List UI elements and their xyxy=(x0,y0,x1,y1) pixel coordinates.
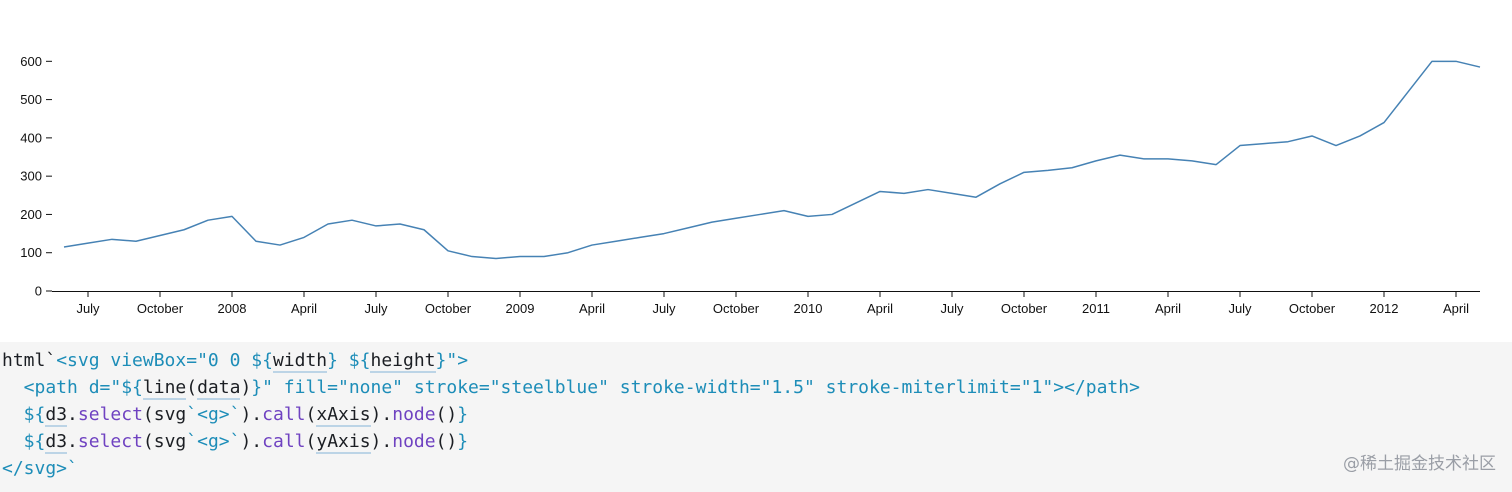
code-token: ${ xyxy=(2,404,46,425)
code-token: . xyxy=(67,404,78,425)
x-tick-label: July xyxy=(652,301,676,316)
code-token: ) xyxy=(240,377,252,398)
y-tick-label: 400 xyxy=(20,130,42,145)
code-token: html` xyxy=(2,350,57,371)
x-tick-label: April xyxy=(1155,301,1181,316)
code-token: ). xyxy=(370,404,393,425)
code-token: } ${ xyxy=(327,350,371,371)
x-tick-label: October xyxy=(1001,301,1048,316)
code-token: (svg xyxy=(142,404,187,425)
line xyxy=(63,60,1481,260)
chart: 0 100 200 300 400 500 600 July October 2008 April J… xyxy=(20,54,1481,316)
y-tick-label: 300 xyxy=(20,169,42,184)
x-tick-label: 2011 xyxy=(1082,301,1110,316)
code-token: <svg viewBox="0 0 ${ xyxy=(56,350,273,371)
x-tick-label: July xyxy=(364,301,388,316)
code-token: `<g>` xyxy=(186,431,241,452)
x-tick-label: July xyxy=(1228,301,1252,316)
code-token: () xyxy=(435,431,458,452)
code-line: html`<svg viewBox="0 0 ${width} ${height… xyxy=(0,347,1512,374)
code-token: node xyxy=(392,404,436,425)
x-tick-label: October xyxy=(713,301,760,316)
code-token: . xyxy=(67,431,78,452)
code-token: d3 xyxy=(45,431,68,454)
x-tick-label: April xyxy=(867,301,893,316)
code-line: </svg>` xyxy=(0,455,1512,482)
y-tick-label: 0 xyxy=(35,284,42,299)
code-token: line xyxy=(142,377,187,400)
code-token: ${ xyxy=(2,431,46,452)
x-tick-label: October xyxy=(137,301,184,316)
code-token: height xyxy=(370,350,436,373)
code-line: ${d3.select(svg`<g>`).call(yAxis).node()… xyxy=(0,428,1512,455)
x-tick-label: July xyxy=(940,301,964,316)
code-token: ). xyxy=(370,431,393,452)
code-token: node xyxy=(392,431,436,452)
code-line: ${d3.select(svg`<g>`).call(xAxis).node()… xyxy=(0,401,1512,428)
y-tick-label: 100 xyxy=(20,245,42,260)
code-token: </svg>` xyxy=(2,458,78,479)
y-tick-label: 600 xyxy=(20,54,42,69)
code-token: ( xyxy=(305,431,317,452)
x-tick-label: 2012 xyxy=(1370,301,1399,316)
x-tick-label: 2010 xyxy=(794,301,823,316)
code-block: html`<svg viewBox="0 0 ${width} ${height… xyxy=(0,342,1512,492)
y-tick-label: 500 xyxy=(20,92,42,107)
x-tick-label: October xyxy=(425,301,472,316)
code-token: `<g>` xyxy=(186,404,241,425)
code-token: ( xyxy=(186,377,198,398)
x-tick-label: 2009 xyxy=(506,301,535,316)
code-token: xAxis xyxy=(316,404,371,427)
code-token: width xyxy=(272,350,328,373)
watermark: @稀土掘金技术社区 xyxy=(1343,454,1496,474)
code-token: }"> xyxy=(435,350,469,371)
code-token: yAxis xyxy=(316,431,371,454)
y-tick-label: 200 xyxy=(20,207,42,222)
code-line: <path d="${line(data)}" fill="none" stro… xyxy=(0,374,1512,401)
code-token: data xyxy=(197,377,241,400)
x-tick-label: October xyxy=(1289,301,1336,316)
x-tick-label: July xyxy=(76,301,100,316)
code-token: ). xyxy=(240,404,263,425)
code-token: () xyxy=(435,404,458,425)
code-token: }" fill="none" stroke="steelblue" stroke… xyxy=(251,377,1140,398)
x-tick-label: 2008 xyxy=(218,301,247,316)
x-tick-label: April xyxy=(579,301,605,316)
code-token: call xyxy=(262,431,306,452)
code-token: } xyxy=(457,431,469,452)
code-token: call xyxy=(262,404,306,425)
code-token: } xyxy=(457,404,469,425)
code-token: ). xyxy=(240,431,263,452)
code-token: ( xyxy=(305,404,317,425)
code-token: (svg xyxy=(142,431,187,452)
code-token: select xyxy=(77,404,143,425)
x-tick-label: April xyxy=(1443,301,1469,316)
code-token: <path d="${ xyxy=(2,377,143,398)
code-token: d3 xyxy=(45,404,68,427)
x-tick-label: April xyxy=(291,301,317,316)
code-token: select xyxy=(77,431,143,452)
